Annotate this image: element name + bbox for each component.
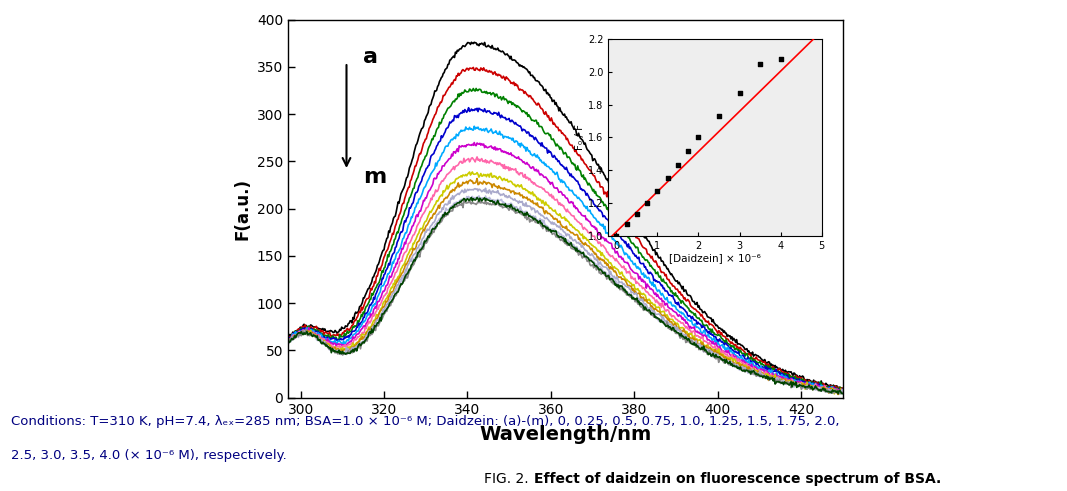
Point <box>608 232 625 240</box>
Point <box>618 220 635 228</box>
X-axis label: [Daidzein] × 10⁻⁶: [Daidzein] × 10⁻⁶ <box>669 253 761 263</box>
Point <box>731 89 748 97</box>
X-axis label: Wavelength/nm: Wavelength/nm <box>479 425 652 444</box>
Text: FIG. 2.: FIG. 2. <box>484 472 534 486</box>
Y-axis label: F₀ / F: F₀ / F <box>575 125 585 150</box>
Point <box>628 211 646 218</box>
Point <box>690 134 707 141</box>
Point <box>669 162 686 169</box>
Point <box>773 55 790 63</box>
Y-axis label: F(a.u.): F(a.u.) <box>234 178 252 240</box>
Text: Conditions: T=310 K, pH=7.4, λₑₓ=285 nm; BSA=1.0 × 10⁻⁶ M; Daidzein: (a)-(m), 0,: Conditions: T=310 K, pH=7.4, λₑₓ=285 nm;… <box>11 415 839 428</box>
Text: m: m <box>363 167 386 188</box>
Text: 2.5, 3.0, 3.5, 4.0 (× 10⁻⁶ M), respectively.: 2.5, 3.0, 3.5, 4.0 (× 10⁻⁶ M), respectiv… <box>11 449 286 462</box>
Point <box>751 60 768 68</box>
Point <box>659 174 676 182</box>
Text: a: a <box>363 48 378 67</box>
Point <box>649 188 666 195</box>
Point <box>680 147 697 155</box>
Point <box>711 112 728 120</box>
Text: Effect of daidzein on fluorescence spectrum of BSA.: Effect of daidzein on fluorescence spect… <box>534 472 941 486</box>
Point <box>639 199 656 207</box>
